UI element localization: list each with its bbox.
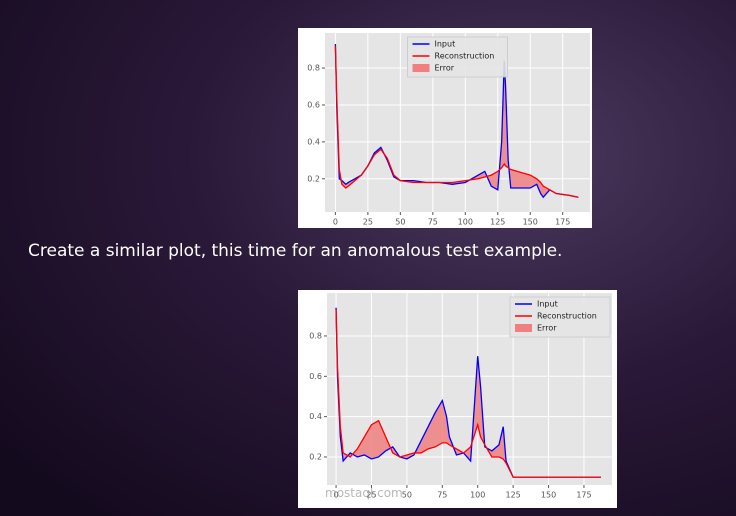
legend-label: Reconstruction bbox=[537, 312, 597, 321]
x-tick-label: 100 bbox=[470, 491, 485, 500]
x-tick-label: 150 bbox=[541, 491, 556, 500]
y-tick-label: 0.2 bbox=[307, 174, 320, 183]
y-tick-label: 0.8 bbox=[309, 331, 322, 340]
legend-swatch bbox=[515, 324, 532, 332]
series-line bbox=[335, 309, 601, 478]
x-tick-label: 25 bbox=[366, 491, 376, 500]
x-tick-label: 175 bbox=[576, 491, 591, 500]
x-tick-label: 50 bbox=[402, 491, 412, 500]
legend-label: Input bbox=[537, 300, 558, 309]
legend-label: Error bbox=[435, 64, 455, 73]
plot bbox=[335, 307, 601, 478]
y-tick-label: 0.6 bbox=[307, 100, 320, 109]
legend-label: Input bbox=[435, 40, 456, 49]
series-line bbox=[334, 45, 579, 198]
x-tick-label: 0 bbox=[334, 491, 339, 500]
y-tick-label: 0.6 bbox=[309, 372, 322, 381]
x-tick-label: 100 bbox=[458, 218, 473, 227]
x-tick-label: 125 bbox=[505, 491, 520, 500]
legend-label: Reconstruction bbox=[435, 52, 495, 61]
x-tick-label: 125 bbox=[490, 218, 505, 227]
x-tick-label: 150 bbox=[523, 218, 538, 227]
y-tick-label: 0.4 bbox=[307, 137, 320, 146]
x-tick-label: 25 bbox=[363, 218, 373, 227]
y-tick-label: 0.4 bbox=[309, 412, 322, 421]
watermark: mostaql.com bbox=[325, 486, 403, 500]
legend-label: Error bbox=[537, 324, 557, 333]
x-tick-label: 75 bbox=[437, 491, 447, 500]
caption: Create a similar plot, this time for an … bbox=[28, 241, 562, 261]
x-tick-label: 175 bbox=[555, 218, 570, 227]
y-tick-label: 0.8 bbox=[307, 64, 320, 73]
x-tick-label: 50 bbox=[395, 218, 405, 227]
legend-swatch bbox=[412, 64, 430, 72]
x-tick-label: 75 bbox=[428, 218, 438, 227]
plot bbox=[334, 44, 579, 199]
x-tick-label: 0 bbox=[333, 218, 338, 227]
series-line bbox=[334, 44, 579, 199]
y-tick-label: 0.2 bbox=[309, 452, 322, 461]
